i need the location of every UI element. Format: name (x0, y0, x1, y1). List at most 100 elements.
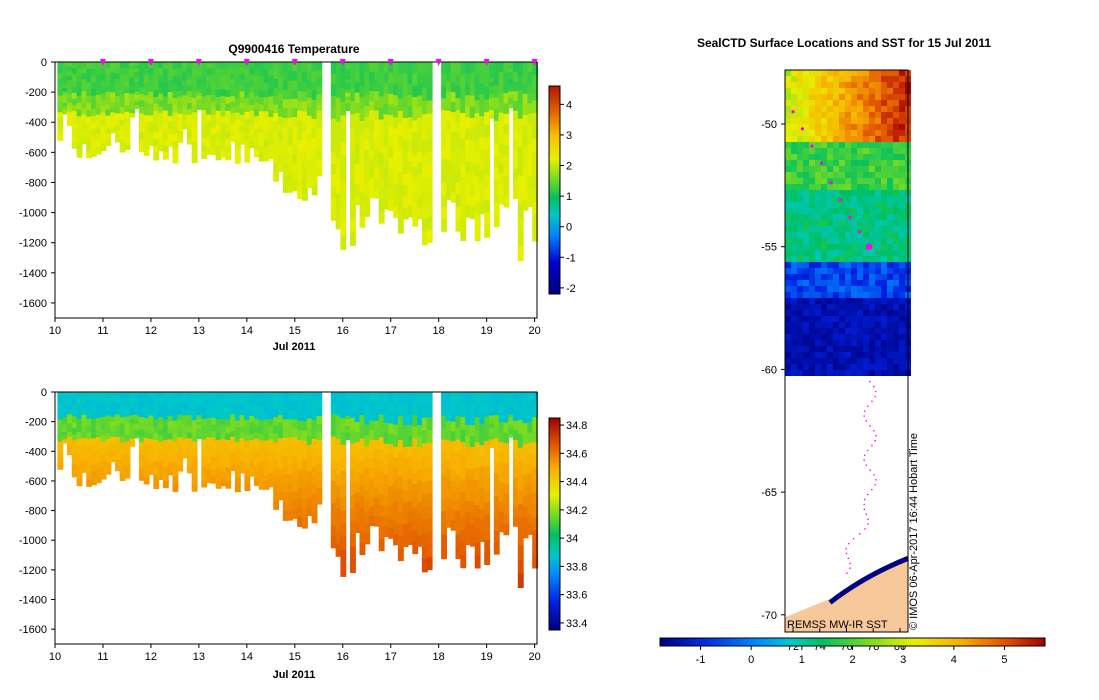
profile-cell (215, 96, 222, 105)
profile-cell (407, 533, 414, 545)
sst-cell (881, 322, 887, 328)
profile-cell (254, 62, 260, 70)
profile-cell (124, 105, 131, 113)
profile-cell (369, 81, 375, 92)
track-point (847, 542, 850, 545)
profile-cell (445, 91, 452, 102)
profile-cell (345, 103, 352, 108)
profile-cell (76, 62, 83, 70)
profile-cell (316, 480, 323, 489)
profile-cell (311, 118, 318, 129)
sst-cell (893, 238, 899, 244)
profile-cell (153, 392, 160, 400)
sst-cell (893, 316, 899, 322)
profile-cell (508, 84, 515, 89)
profile-cell (196, 92, 203, 97)
profile-cell (350, 456, 356, 470)
profile-cell (244, 434, 251, 442)
sst-cell (845, 70, 851, 76)
profile-cell (158, 429, 164, 437)
profile-cell (225, 446, 232, 455)
profile-cell (206, 476, 212, 484)
sst-cell (881, 298, 887, 304)
profile-cell (354, 442, 361, 453)
profile-cell (527, 113, 534, 125)
sst-cell (845, 82, 851, 88)
map-latitude-axis: -50-55-60-65-70 (761, 119, 785, 622)
sst-cell (815, 214, 821, 220)
profile-cell (417, 84, 423, 97)
sst-cell (797, 196, 803, 202)
profile-cell (268, 479, 275, 488)
sst-cell (833, 262, 839, 268)
profile-cell (201, 62, 208, 70)
sst-cell (863, 214, 869, 220)
profile-cell (369, 187, 375, 199)
profile-cell (182, 396, 188, 402)
profile-cell (498, 471, 505, 483)
profile-cell (57, 408, 64, 415)
profile-cell (244, 76, 251, 84)
profile-cell (282, 164, 289, 175)
sst-cell (833, 280, 839, 286)
sst-cell (821, 220, 827, 226)
profile-cell (455, 510, 462, 524)
sst-cell (881, 196, 887, 202)
profile-cell (532, 100, 539, 114)
profile-cell (489, 94, 495, 99)
profile-cell (110, 62, 117, 68)
profile-cell (210, 424, 217, 432)
profile-cell (196, 415, 203, 420)
profile-cell (191, 406, 198, 414)
profile-cell (373, 168, 380, 180)
sst-cell (893, 154, 899, 160)
profile-cell (95, 392, 102, 400)
sst-cell (839, 70, 845, 76)
profile-cell (62, 428, 69, 433)
sst-cell (785, 346, 791, 352)
profile-cell (287, 99, 294, 110)
profile-cell (393, 501, 399, 513)
profile-cell (393, 479, 399, 491)
profile-cell (67, 450, 73, 456)
sst-cell (821, 112, 827, 118)
profile-cell (234, 127, 241, 135)
profile-cell (225, 89, 232, 98)
profile-cell (316, 440, 323, 449)
lat-tick-label: -50 (761, 119, 777, 131)
sst-cell (887, 334, 893, 340)
profile-cell (273, 433, 280, 443)
profile-cell (388, 517, 395, 529)
profile-cell (369, 430, 375, 441)
profile-cell (316, 151, 323, 161)
profile-cell (254, 438, 260, 446)
profile-cell (100, 62, 107, 69)
profile-cell (124, 111, 131, 119)
profile-cell (316, 392, 323, 401)
sst-cell (833, 334, 839, 340)
sst-cell (839, 274, 845, 280)
profile-cell (220, 109, 227, 117)
sst-cell (893, 142, 899, 148)
profile-cell (230, 73, 236, 80)
map-title: SealCTD Surface Locations and SST for 15… (697, 36, 991, 50)
profile-cell (364, 489, 371, 501)
profile-cell (254, 392, 260, 400)
sst-cell (893, 340, 899, 346)
profile-cell (143, 418, 150, 426)
profile-cell (316, 78, 323, 87)
sst-cell (875, 298, 881, 304)
profile-cell (474, 505, 481, 519)
profile-cell (105, 444, 112, 452)
profile-cell (249, 440, 256, 447)
profile-cell (493, 73, 500, 87)
profile-cell (278, 85, 284, 94)
x-tick-label: 10 (49, 325, 61, 337)
profile-cell (402, 162, 409, 175)
profile-cell (489, 411, 495, 417)
profile-cell (474, 417, 481, 431)
salinity-x-label: Jul 2011 (273, 669, 316, 681)
sst-cell (887, 112, 893, 118)
profile-cell (278, 116, 284, 126)
profile-cell (383, 114, 390, 126)
